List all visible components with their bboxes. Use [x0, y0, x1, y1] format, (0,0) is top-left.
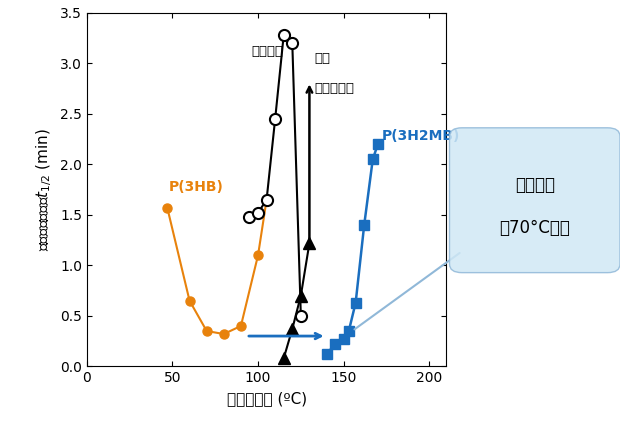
Text: プロピレン: プロピレン	[314, 82, 355, 95]
X-axis label: 結晶化温度 (ºC): 結晶化温度 (ºC)	[226, 391, 307, 406]
Text: 高温側へ: 高温側へ	[515, 176, 555, 194]
Text: ポリ乳酸: ポリ乳酸	[251, 45, 283, 58]
Text: P(3H2MB): P(3H2MB)	[381, 129, 459, 143]
Text: 絀70°C移動: 絀70°C移動	[499, 219, 570, 237]
Y-axis label: 半結晶化時間　$t_{1/2}$ (min): 半結晶化時間 $t_{1/2}$ (min)	[34, 128, 55, 251]
Text: ポリ: ポリ	[314, 52, 330, 65]
Text: P(3HB): P(3HB)	[169, 179, 224, 193]
